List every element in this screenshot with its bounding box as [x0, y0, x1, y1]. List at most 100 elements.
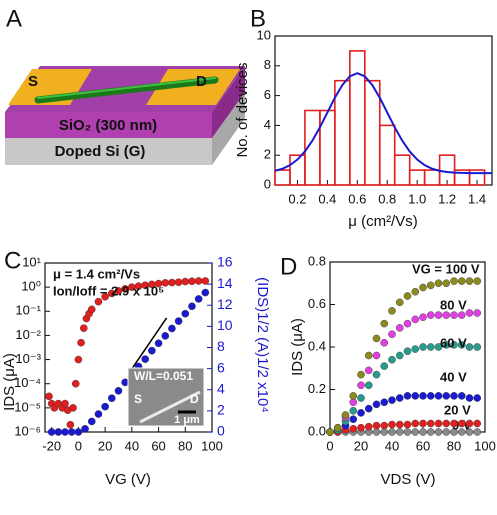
- oxide-side: [212, 66, 245, 138]
- data-point: [380, 338, 389, 347]
- data-point: [465, 419, 474, 428]
- data-point: [426, 392, 435, 400]
- histogram-bar: [334, 79, 351, 186]
- data-point: [108, 289, 116, 298]
- data-point: [181, 277, 190, 286]
- x-tick-label: 40: [125, 438, 139, 453]
- data-point: [419, 419, 427, 428]
- data-point: [372, 370, 381, 379]
- data-point: [403, 292, 412, 300]
- y-tick-label: 0.4: [308, 338, 326, 353]
- data-point: [388, 307, 396, 315]
- data-point: [357, 381, 365, 390]
- data-point: [419, 283, 427, 292]
- data-point: [194, 295, 203, 303]
- data-point: [457, 341, 466, 349]
- data-point: [201, 277, 210, 285]
- data-point: [411, 287, 420, 296]
- data-point: [450, 392, 458, 400]
- data-point: [201, 288, 210, 297]
- y2-axis-label: (IDS)1/2 (A)1/2 x10⁴: [254, 277, 271, 413]
- data-point: [450, 428, 458, 436]
- data-point: [411, 345, 420, 353]
- data-point: [403, 420, 412, 429]
- data-point: [473, 428, 482, 436]
- panel-letter: B: [250, 5, 266, 32]
- x-tick-label: 0: [326, 438, 333, 453]
- data-point: [388, 330, 396, 339]
- data-point: [349, 415, 358, 424]
- data-point: [465, 394, 474, 402]
- histogram-bar: [274, 169, 291, 186]
- data-point: [419, 392, 427, 400]
- data-point: [457, 428, 466, 436]
- data-point: [450, 341, 458, 349]
- data-point: [188, 277, 196, 286]
- y2-tick-label: 6: [217, 359, 225, 375]
- data-point: [148, 346, 156, 355]
- data-point: [47, 428, 56, 436]
- data-point: [81, 425, 89, 433]
- data-point: [465, 277, 474, 285]
- data-point: [61, 399, 69, 408]
- histogram-bar: [378, 124, 396, 186]
- y-tick-label: 10⁻¹: [15, 303, 41, 318]
- data-point: [69, 404, 77, 412]
- data-point: [395, 394, 404, 402]
- data-point: [411, 315, 420, 324]
- panel-line: D 0 20 40 60 80 100 0.0 0.2 0.4 0.6 0.8 VDS (V) IDS (…: [280, 253, 496, 488]
- data-point: [426, 343, 435, 351]
- x-tick-label: 0.8: [378, 191, 396, 206]
- inset-label: W/L=0.051: [134, 369, 193, 383]
- y-tick-label: 0.0: [308, 423, 326, 438]
- series-label: 60 V: [440, 335, 467, 350]
- data-point: [168, 324, 176, 333]
- data-point: [364, 404, 373, 413]
- device-schematic: A S D SiO₂ (300 nm) Doped Si (G): [5, 5, 245, 165]
- data-point: [434, 419, 443, 428]
- data-point: [364, 422, 373, 431]
- data-point: [442, 279, 451, 288]
- panel-line: C-20 0 20 40 60 80 10010⁻⁶10⁻⁵10⁻⁴10⁻³10⁻²10⁻¹…: [1, 247, 271, 488]
- y-tick-label: 10¹: [22, 254, 41, 269]
- fit-line: [128, 317, 168, 374]
- data-point: [380, 421, 389, 430]
- data-point: [450, 277, 458, 285]
- x-tick-label: 1.2: [438, 191, 456, 206]
- data-point: [114, 387, 123, 395]
- data-point: [194, 277, 203, 285]
- x-tick-label: 1.4: [468, 191, 486, 206]
- source-label: S: [28, 73, 38, 90]
- y-tick-label: 10⁻⁶: [14, 423, 41, 438]
- histogram-bar: [423, 169, 441, 186]
- oxide-label: SiO₂ (300 nm): [59, 117, 157, 134]
- data-point: [434, 311, 443, 319]
- data-point: [426, 311, 435, 319]
- data-point: [434, 343, 443, 351]
- x-tick-label: 0.2: [288, 191, 306, 206]
- data-point: [161, 332, 170, 340]
- x-tick-label: 0.6: [348, 191, 366, 206]
- y-tick-label: 10: [257, 27, 271, 42]
- data-point: [372, 351, 381, 360]
- data-point: [108, 394, 116, 403]
- data-point: [77, 338, 85, 347]
- data-point: [101, 292, 109, 301]
- y2-tick-label: 8: [217, 338, 225, 354]
- x-tick-label: 60: [151, 438, 165, 453]
- data-point: [79, 324, 88, 332]
- data-point: [426, 281, 435, 290]
- data-point: [473, 309, 482, 317]
- data-point: [45, 392, 53, 401]
- panel-letter: A: [6, 5, 22, 32]
- data-point: [419, 428, 427, 436]
- data-point: [473, 277, 482, 285]
- y-tick-label: 8: [264, 57, 271, 72]
- data-point: [457, 392, 466, 400]
- data-point: [411, 428, 420, 436]
- data-point: [326, 428, 334, 436]
- nanowire: [34, 76, 219, 104]
- x-tick-label: 80: [447, 438, 461, 453]
- y-axis-label: No. of devices: [234, 62, 251, 157]
- x-tick-label: 100: [201, 438, 223, 453]
